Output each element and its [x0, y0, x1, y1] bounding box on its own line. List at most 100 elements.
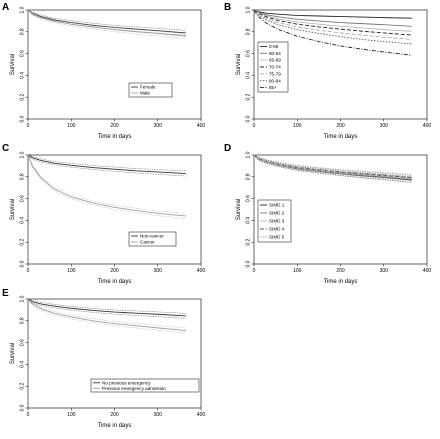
- panel-letter: E: [2, 288, 9, 299]
- x-tick-label: 100: [67, 412, 76, 418]
- y-tick-label: 0.6: [246, 195, 252, 202]
- legend-label: SIMD 2: [269, 211, 285, 216]
- x-axis-label: Time in days: [324, 279, 358, 285]
- panel-letter: C: [2, 143, 9, 154]
- x-tick-label: 200: [110, 268, 119, 274]
- legend-label: 0-59: [269, 44, 279, 49]
- y-tick-label: 0.4: [20, 361, 26, 368]
- series-line: [253, 9, 412, 56]
- y-tick-label: 0.4: [246, 217, 252, 224]
- legend-label: 80-84: [269, 78, 281, 83]
- x-tick-label: 100: [67, 268, 76, 274]
- x-tick-label: 100: [67, 123, 76, 129]
- y-axis-label: Survival: [236, 199, 242, 220]
- legend-label: Cancer: [140, 240, 155, 245]
- legend-label: No previous emergency: [102, 380, 151, 385]
- panel-d: D 0 100 200 300 400 0.0 0.2 0.4 0.6 0.8 1.0 Time in …: [224, 143, 431, 285]
- legend-box: [90, 378, 200, 393]
- x-axis-label: Time in days: [98, 134, 132, 140]
- y-tick-label: 0.6: [246, 50, 252, 57]
- y-tick-label: 0.6: [20, 339, 26, 346]
- series-line: [253, 9, 412, 36]
- series-line: [253, 9, 412, 32]
- panel-b: B 0 100 200 300 400 0.0 0.2 0.4 0.6 0.8 1.0 Time in …: [224, 2, 431, 140]
- y-tick-label: 0.0: [246, 260, 252, 267]
- series-line: [27, 154, 186, 174]
- x-tick-label: 200: [110, 123, 119, 129]
- legend-label: 85+: [269, 85, 277, 90]
- series-line: [253, 9, 412, 19]
- x-tick-label: 400: [423, 268, 432, 274]
- confidence-band: [253, 154, 412, 177]
- x-tick-label: 0: [27, 268, 30, 274]
- y-tick-label: 0.2: [20, 383, 26, 390]
- confidence-band: [27, 9, 186, 39]
- panel-a: A 0 100 200 300 400 0.0 0.2 0.4 0.6 0.8 1.0 Time in …: [2, 2, 205, 140]
- confidence-band: [253, 154, 412, 178]
- confidence-band: [27, 9, 186, 31]
- y-tick-label: 0.2: [20, 94, 26, 101]
- legend-label: SIMD 1: [269, 203, 285, 208]
- y-axis-label: Survival: [10, 54, 16, 75]
- x-tick-label: 100: [293, 123, 302, 129]
- x-tick-label: 0: [253, 123, 256, 129]
- series-line: [253, 9, 412, 40]
- y-tick-label: 1.0: [246, 6, 252, 13]
- confidence-band: [27, 154, 186, 214]
- y-axis-label: Survival: [236, 54, 242, 75]
- x-tick-label: 0: [253, 268, 256, 274]
- y-tick-label: 0.8: [20, 317, 26, 324]
- confidence-band: [27, 154, 186, 172]
- legend-label: SIMD 3: [269, 219, 285, 224]
- series-line: [27, 154, 186, 217]
- y-tick-label: 0.6: [20, 50, 26, 57]
- x-tick-label: 300: [154, 412, 163, 418]
- panel-letter: A: [2, 2, 9, 13]
- series-line: [27, 9, 186, 34]
- y-tick-label: 0.2: [246, 94, 252, 101]
- y-tick-label: 0.4: [20, 217, 26, 224]
- x-tick-label: 400: [423, 123, 432, 129]
- legend-label: Male: [140, 91, 150, 96]
- y-axis-label: Survival: [10, 199, 16, 220]
- confidence-band: [27, 298, 186, 319]
- legend-label: SIMD 5: [269, 235, 285, 240]
- plot-frame: [27, 9, 202, 120]
- legend-label: Non-cancer: [140, 234, 164, 239]
- x-tick-label: 0: [27, 412, 30, 418]
- series-line: [253, 9, 412, 45]
- x-tick-label: 200: [336, 268, 345, 274]
- y-tick-label: 1.0: [20, 151, 26, 158]
- legend-label: SIMD 4: [269, 227, 285, 232]
- x-tick-label: 100: [293, 268, 302, 274]
- x-axis-label: Time in days: [98, 279, 132, 285]
- y-tick-label: 0.8: [246, 28, 252, 35]
- x-tick-label: 0: [27, 123, 30, 129]
- confidence-band: [27, 298, 186, 314]
- series-line: [253, 9, 412, 27]
- x-tick-label: 400: [197, 268, 206, 274]
- legend-label: 70-74: [269, 65, 281, 70]
- y-tick-label: 1.0: [20, 295, 26, 302]
- panel-letter: D: [224, 143, 231, 154]
- legend-box: [128, 82, 173, 98]
- x-tick-label: 300: [380, 123, 389, 129]
- series-line: [253, 154, 412, 178]
- y-tick-label: 0.4: [20, 72, 26, 79]
- legend-label: 60-64: [269, 51, 281, 56]
- x-tick-label: 200: [110, 412, 119, 418]
- legend-box: [128, 231, 177, 247]
- legend-label: 75-79: [269, 71, 281, 76]
- y-tick-label: 0.6: [20, 195, 26, 202]
- x-tick-label: 300: [154, 268, 163, 274]
- confidence-band: [27, 154, 186, 219]
- y-tick-label: 0.4: [246, 72, 252, 79]
- confidence-band: [253, 154, 412, 175]
- confidence-band: [27, 9, 186, 34]
- x-axis-label: Time in days: [98, 423, 132, 429]
- legend-label: Female: [140, 85, 156, 90]
- legend-label: Previous emergency admission: [102, 386, 166, 391]
- legend-label: 65-69: [269, 58, 281, 63]
- y-tick-label: 0.8: [246, 173, 252, 180]
- confidence-band: [27, 9, 186, 36]
